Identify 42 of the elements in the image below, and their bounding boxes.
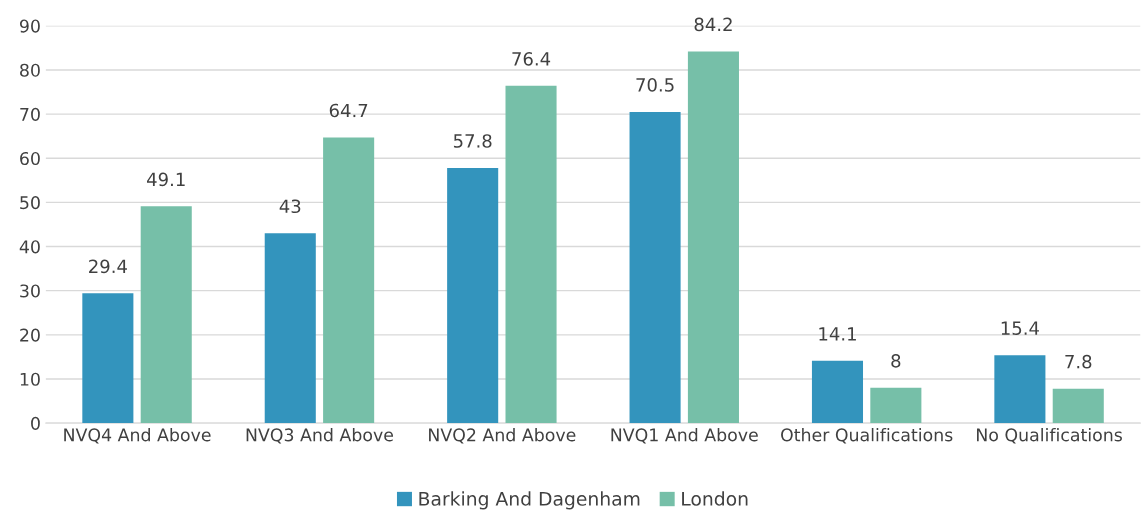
bar bbox=[323, 137, 375, 424]
data-label: 8 bbox=[891, 353, 901, 368]
y-tick-label: 80 bbox=[20, 63, 40, 77]
data-label: 49.1 bbox=[147, 172, 185, 187]
y-tick-label: 90 bbox=[19, 19, 40, 33]
y-tick-label: 30 bbox=[20, 284, 40, 298]
bar bbox=[1052, 388, 1104, 424]
bar bbox=[447, 167, 499, 424]
bar bbox=[505, 85, 557, 424]
x-tick-label: Other Qualifications bbox=[781, 427, 953, 444]
data-label: 43 bbox=[279, 199, 301, 214]
data-label: 76.4 bbox=[512, 52, 551, 66]
y-tick-label: 70 bbox=[20, 107, 40, 121]
bar bbox=[82, 293, 134, 424]
y-tick-label: 10 bbox=[20, 372, 40, 386]
bar bbox=[870, 387, 922, 424]
y-tick-label: 20 bbox=[20, 328, 40, 342]
bar bbox=[811, 360, 864, 424]
y-tick-label: 60 bbox=[20, 151, 40, 166]
data-label: 14.1 bbox=[819, 327, 856, 341]
data-label: 7.8 bbox=[1065, 354, 1092, 369]
bar bbox=[994, 355, 1046, 424]
legend-label: Barking And Dagenham bbox=[419, 491, 640, 510]
data-label: 84.2 bbox=[694, 17, 732, 32]
x-tick-label: NVQ2 And Above bbox=[429, 427, 576, 444]
x-tick-label: NVQ3 And Above bbox=[246, 427, 394, 444]
bar bbox=[140, 206, 192, 424]
x-tick-label: NVQ1 And Above bbox=[611, 427, 758, 444]
data-label: 15.4 bbox=[1001, 321, 1039, 335]
data-label: 70.5 bbox=[636, 78, 674, 92]
y-tick-label: 40 bbox=[19, 240, 40, 254]
legend-label: London bbox=[682, 491, 748, 506]
x-tick-label: NVQ4 And Above bbox=[64, 427, 211, 444]
bar bbox=[687, 51, 739, 424]
data-label: 64.7 bbox=[329, 103, 368, 118]
bar bbox=[629, 111, 681, 424]
x-tick-label: No Qualifications bbox=[977, 427, 1122, 444]
data-label: 29.4 bbox=[89, 259, 127, 274]
y-tick-label: 50 bbox=[20, 196, 40, 210]
bar bbox=[264, 233, 316, 424]
data-label: 57.8 bbox=[453, 134, 492, 148]
y-tick-label: 0 bbox=[31, 416, 40, 430]
